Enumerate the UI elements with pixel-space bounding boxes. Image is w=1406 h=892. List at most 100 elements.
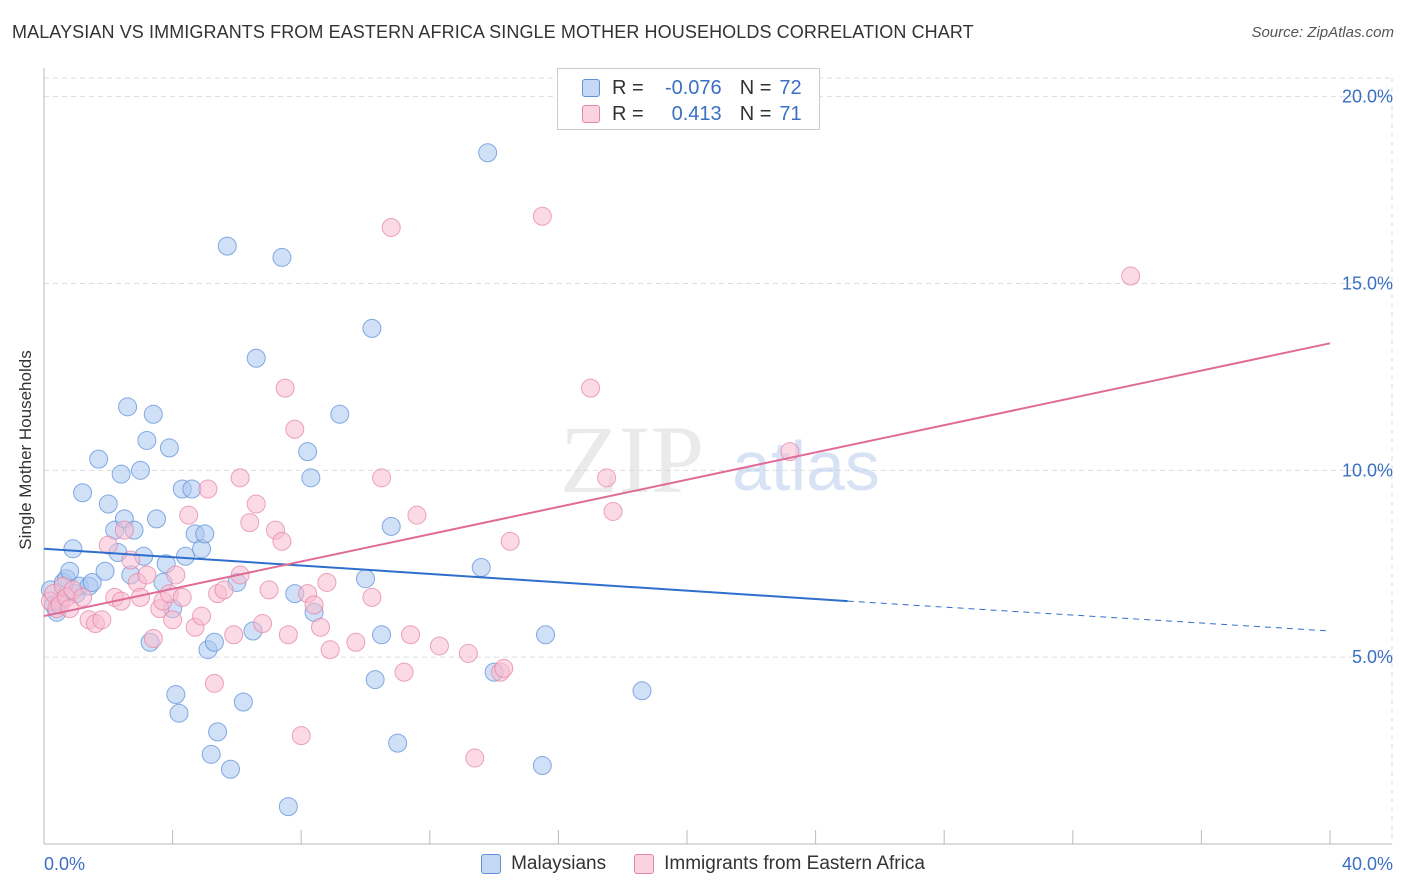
- data-point-malaysians: [278, 797, 298, 817]
- data-point-malaysians: [73, 483, 93, 503]
- data-point-immigrants: [137, 565, 157, 585]
- data-point-malaysians: [220, 759, 240, 779]
- data-point-malaysians: [478, 143, 498, 163]
- data-point-malaysians: [195, 524, 215, 544]
- data-point-malaysians: [536, 625, 556, 645]
- data-point-immigrants: [317, 572, 337, 592]
- data-point-malaysians: [208, 722, 228, 742]
- data-point-immigrants: [494, 658, 514, 678]
- y-axis-title: Single Mother Households: [16, 350, 35, 550]
- legend-swatch-pink: [634, 854, 655, 874]
- data-point-malaysians: [130, 460, 150, 480]
- data-point-malaysians: [330, 404, 350, 424]
- data-point-malaysians: [298, 442, 318, 462]
- legend-swatch-pink: [582, 105, 600, 123]
- data-point-immigrants: [278, 625, 298, 645]
- data-point-malaysians: [159, 438, 179, 458]
- legend-label-immigrants: Immigrants from Eastern Africa: [664, 853, 925, 874]
- data-point-immigrants: [192, 606, 212, 626]
- data-point-malaysians: [89, 449, 109, 469]
- data-point-immigrants: [597, 468, 617, 488]
- data-point-immigrants: [381, 217, 401, 237]
- legend-r-value: 0.413: [671, 102, 722, 125]
- legend-n-value: 71: [779, 102, 802, 125]
- data-point-immigrants: [581, 378, 601, 398]
- series-legend: Malaysians Immigrants from Eastern Afric…: [0, 852, 1406, 876]
- source-label: Source: ZipAtlas.com: [1251, 24, 1394, 41]
- legend-r-value: -0.076: [664, 76, 722, 99]
- data-point-immigrants: [198, 479, 218, 499]
- data-point-malaysians: [381, 516, 401, 536]
- data-point-malaysians: [169, 703, 189, 723]
- data-point-malaysians: [137, 430, 157, 450]
- data-point-immigrants: [291, 726, 311, 746]
- data-point-immigrants: [401, 625, 421, 645]
- data-point-immigrants: [143, 628, 163, 648]
- data-point-immigrants: [394, 662, 414, 682]
- trend-line-immigrants: [43, 342, 1331, 618]
- data-point-immigrants: [253, 614, 273, 634]
- data-point-immigrants: [407, 505, 427, 525]
- legend-item-malaysians: Malaysians: [481, 853, 606, 875]
- data-point-immigrants: [73, 587, 93, 607]
- data-point-malaysians: [63, 539, 83, 559]
- data-point-immigrants: [214, 580, 234, 600]
- data-point-malaysians: [95, 561, 115, 581]
- data-point-immigrants: [172, 587, 192, 607]
- data-point-immigrants: [179, 505, 199, 525]
- data-point-immigrants: [275, 378, 295, 398]
- data-point-malaysians: [147, 509, 167, 529]
- data-point-immigrants: [304, 595, 324, 615]
- legend-r-label: R =: [612, 76, 644, 99]
- legend-swatch-blue: [582, 79, 600, 97]
- data-point-malaysians: [388, 733, 408, 753]
- data-point-immigrants: [163, 610, 183, 630]
- data-point-malaysians: [356, 569, 375, 589]
- data-point-malaysians: [82, 572, 102, 592]
- data-point-malaysians: [166, 685, 186, 705]
- x-tick-label: 40.0%: [1342, 854, 1393, 874]
- data-point-malaysians: [632, 681, 652, 701]
- watermark-atlas: atlas: [732, 427, 880, 505]
- data-point-malaysians: [175, 546, 195, 566]
- data-point-malaysians: [233, 692, 253, 712]
- data-point-immigrants: [362, 587, 382, 607]
- data-point-immigrants: [166, 565, 186, 585]
- data-point-immigrants: [532, 206, 552, 226]
- data-point-malaysians: [532, 756, 552, 776]
- legend-r-label: R =: [612, 102, 644, 125]
- data-point-malaysians: [301, 468, 321, 488]
- x-tick-label: 0.0%: [44, 854, 85, 874]
- data-point-immigrants: [114, 520, 134, 540]
- data-point-malaysians: [365, 670, 385, 690]
- grid-lines: [44, 77, 1393, 844]
- y-tick-label: 5.0%: [1352, 647, 1393, 667]
- y-tick-label: 20.0%: [1342, 87, 1393, 107]
- data-point-immigrants: [320, 640, 340, 660]
- data-point-immigrants: [230, 468, 250, 488]
- data-point-malaysians: [118, 397, 138, 417]
- trend-lines: [43, 342, 1331, 632]
- data-point-immigrants: [204, 673, 224, 693]
- data-point-immigrants: [500, 531, 520, 551]
- data-point-malaysians: [471, 557, 491, 577]
- axes: [43, 68, 1392, 845]
- data-point-immigrants: [603, 501, 623, 521]
- data-point-malaysians: [201, 744, 221, 764]
- watermark: ZIP atlas: [560, 406, 880, 513]
- watermark-zip: ZIP: [560, 406, 704, 513]
- data-point-immigrants: [458, 643, 478, 663]
- series-immigrants-eastern-africa: [40, 206, 1141, 768]
- data-point-immigrants: [259, 580, 279, 600]
- data-point-immigrants: [1121, 266, 1141, 286]
- data-point-malaysians: [372, 625, 392, 645]
- data-point-malaysians: [182, 479, 202, 499]
- data-point-malaysians: [98, 494, 118, 514]
- legend-row-malaysians: R = -0.076 N = 72: [582, 76, 802, 100]
- data-point-immigrants: [224, 625, 244, 645]
- data-point-immigrants: [465, 748, 485, 768]
- correlation-legend: R = -0.076 N = 72 R = 0.413 N = 71: [557, 68, 820, 130]
- legend-item-immigrants: Immigrants from Eastern Africa: [634, 853, 925, 875]
- data-point-malaysians: [362, 318, 382, 338]
